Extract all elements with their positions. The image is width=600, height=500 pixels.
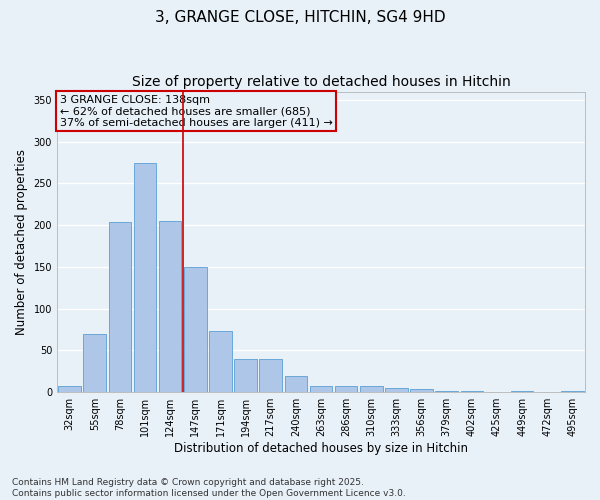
Text: 3 GRANGE CLOSE: 138sqm
← 62% of detached houses are smaller (685)
37% of semi-de: 3 GRANGE CLOSE: 138sqm ← 62% of detached… bbox=[59, 94, 332, 128]
Bar bbox=[410, 389, 433, 392]
Bar bbox=[436, 390, 458, 392]
Bar bbox=[184, 267, 206, 392]
Bar bbox=[360, 386, 383, 392]
Bar bbox=[109, 222, 131, 392]
Bar bbox=[259, 359, 282, 392]
Bar bbox=[134, 162, 157, 392]
Bar bbox=[209, 331, 232, 392]
Text: 3, GRANGE CLOSE, HITCHIN, SG4 9HD: 3, GRANGE CLOSE, HITCHIN, SG4 9HD bbox=[155, 10, 445, 25]
Bar bbox=[385, 388, 408, 392]
Bar bbox=[83, 334, 106, 392]
Bar bbox=[234, 359, 257, 392]
Bar bbox=[335, 386, 358, 392]
Bar bbox=[58, 386, 81, 392]
Text: Contains HM Land Registry data © Crown copyright and database right 2025.
Contai: Contains HM Land Registry data © Crown c… bbox=[12, 478, 406, 498]
Bar bbox=[310, 386, 332, 392]
Title: Size of property relative to detached houses in Hitchin: Size of property relative to detached ho… bbox=[131, 75, 511, 89]
Bar bbox=[284, 376, 307, 392]
X-axis label: Distribution of detached houses by size in Hitchin: Distribution of detached houses by size … bbox=[174, 442, 468, 455]
Y-axis label: Number of detached properties: Number of detached properties bbox=[15, 149, 28, 335]
Bar bbox=[159, 221, 181, 392]
Bar bbox=[561, 390, 584, 392]
